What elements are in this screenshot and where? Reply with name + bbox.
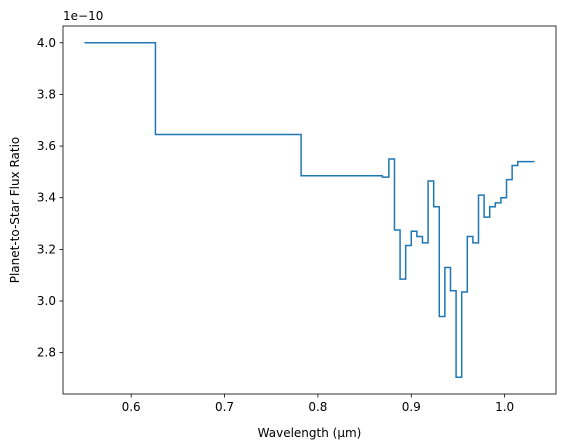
y-offset-text: 1e−10: [63, 9, 103, 23]
y-axis-label: Planet-to-Star Flux Ratio: [8, 137, 22, 284]
x-tick-label: 0.9: [402, 400, 421, 414]
x-tick-label: 1.0: [495, 400, 514, 414]
y-tick-label: 3.0: [37, 294, 56, 308]
y-tick-label: 3.8: [37, 87, 56, 101]
x-axis-ticks: 0.6 0.7 0.8 0.9 1.0: [122, 394, 514, 414]
plot-area: [63, 26, 556, 394]
y-axis-ticks: 2.8 3.0 3.2 3.4 3.6 3.8 4.0: [37, 36, 63, 360]
y-tick-label: 3.4: [37, 191, 56, 205]
y-tick-label: 3.6: [37, 139, 56, 153]
y-tick-label: 3.2: [37, 242, 56, 256]
y-tick-label: 4.0: [37, 36, 56, 50]
flux-ratio-line: [84, 42, 535, 378]
x-axis-label: Wavelength (µm): [258, 426, 362, 440]
y-tick-label: 2.8: [37, 346, 56, 360]
x-tick-label: 0.8: [308, 400, 327, 414]
plot-frame: [62, 25, 557, 395]
x-tick-label: 0.7: [215, 400, 234, 414]
x-tick-label: 0.6: [122, 400, 141, 414]
